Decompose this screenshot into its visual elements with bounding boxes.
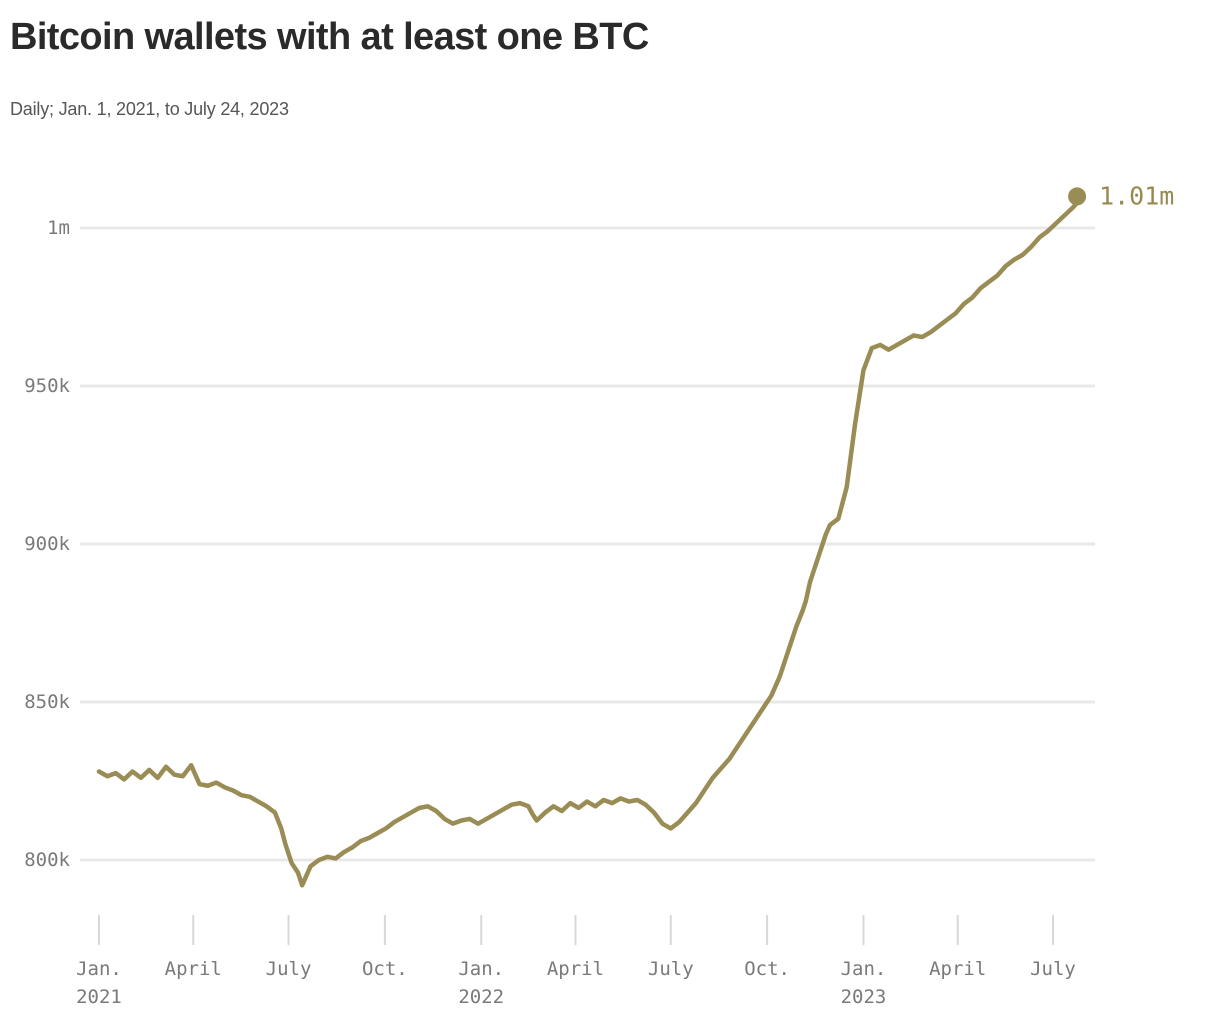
x-axis-tick-label: Jan.: [840, 958, 887, 980]
chart-title: Bitcoin wallets with at least one BTC: [10, 16, 649, 58]
y-axis-tick-label: 900k: [24, 533, 70, 555]
x-axis-tick-label: July: [1030, 958, 1076, 980]
end-value-label: 1.01m: [1099, 181, 1175, 211]
x-axis-tick-label: Oct.: [361, 958, 408, 980]
x-axis-tick-label: Oct.: [744, 958, 790, 980]
x-axis-year-label: 2021: [76, 986, 122, 1008]
gridlines: [80, 226, 1095, 862]
x-axis-tick-label: April: [164, 958, 222, 980]
data-line-series: [96, 200, 1080, 888]
y-axis-tick-label: 950k: [24, 375, 70, 397]
x-axis-year-label: 2022: [458, 986, 505, 1008]
y-axis-tick-label: 800k: [24, 849, 70, 871]
x-axis-ticks: [98, 915, 1054, 945]
x-axis-tick-label: July: [265, 958, 312, 980]
x-axis-tick-label: April: [546, 958, 605, 980]
x-axis-tick-label: Jan.: [458, 958, 505, 980]
x-axis-year-label: 2023: [840, 986, 887, 1008]
chart-subtitle: Daily; Jan. 1, 2021, to July 24, 2023: [10, 99, 289, 119]
x-axis-tick-label: July: [647, 958, 694, 980]
x-axis-tick-label: April: [929, 958, 987, 980]
end-point-marker: [1068, 187, 1087, 206]
y-axis-tick-label: 1m: [47, 217, 70, 239]
x-axis-tick-label: Jan.: [76, 958, 122, 980]
y-axis-tick-label: 850k: [24, 691, 70, 713]
